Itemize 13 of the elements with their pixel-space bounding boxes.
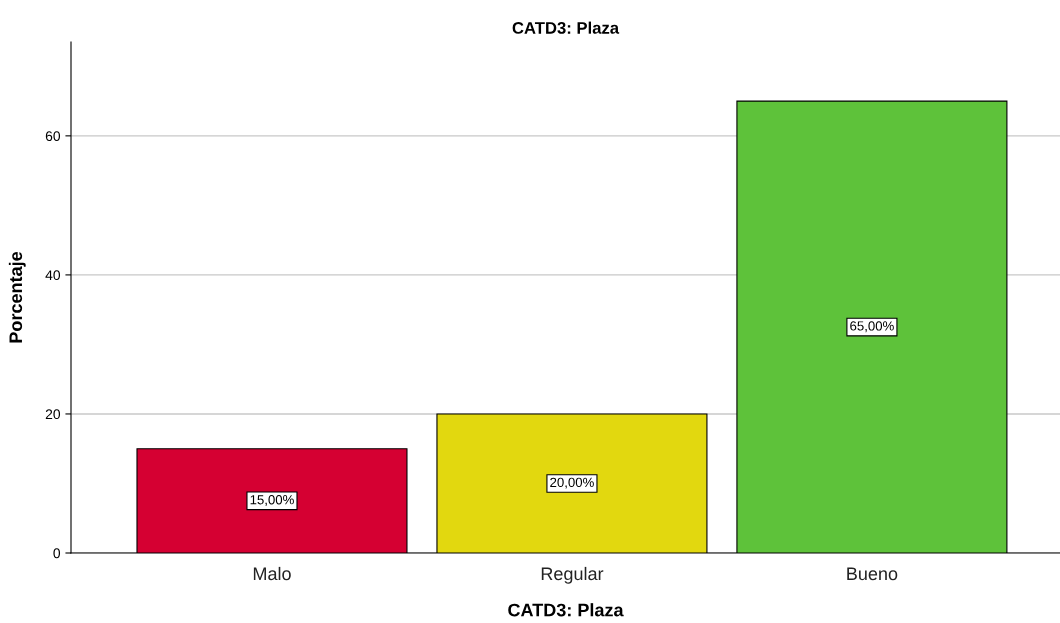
y-tick-label: 0 <box>53 548 61 559</box>
x-axis-title: CATD3: Plaza <box>508 603 624 617</box>
y-tick-label: 60 <box>45 131 61 142</box>
x-tick-label: Bueno <box>847 567 898 581</box>
y-axis-title: Porcentaje <box>8 251 26 343</box>
chart-title: CATD3: Plaza <box>512 21 620 34</box>
data-label: 65,00% <box>850 321 894 333</box>
data-label: 15,00% <box>250 495 294 506</box>
y-tick-label: 20 <box>45 409 61 420</box>
y-tick-label: 40 <box>45 270 61 281</box>
x-tick-label: Malo <box>253 566 291 581</box>
x-tick-label: Regular <box>541 566 604 584</box>
data-label: 20,00% <box>550 477 594 489</box>
